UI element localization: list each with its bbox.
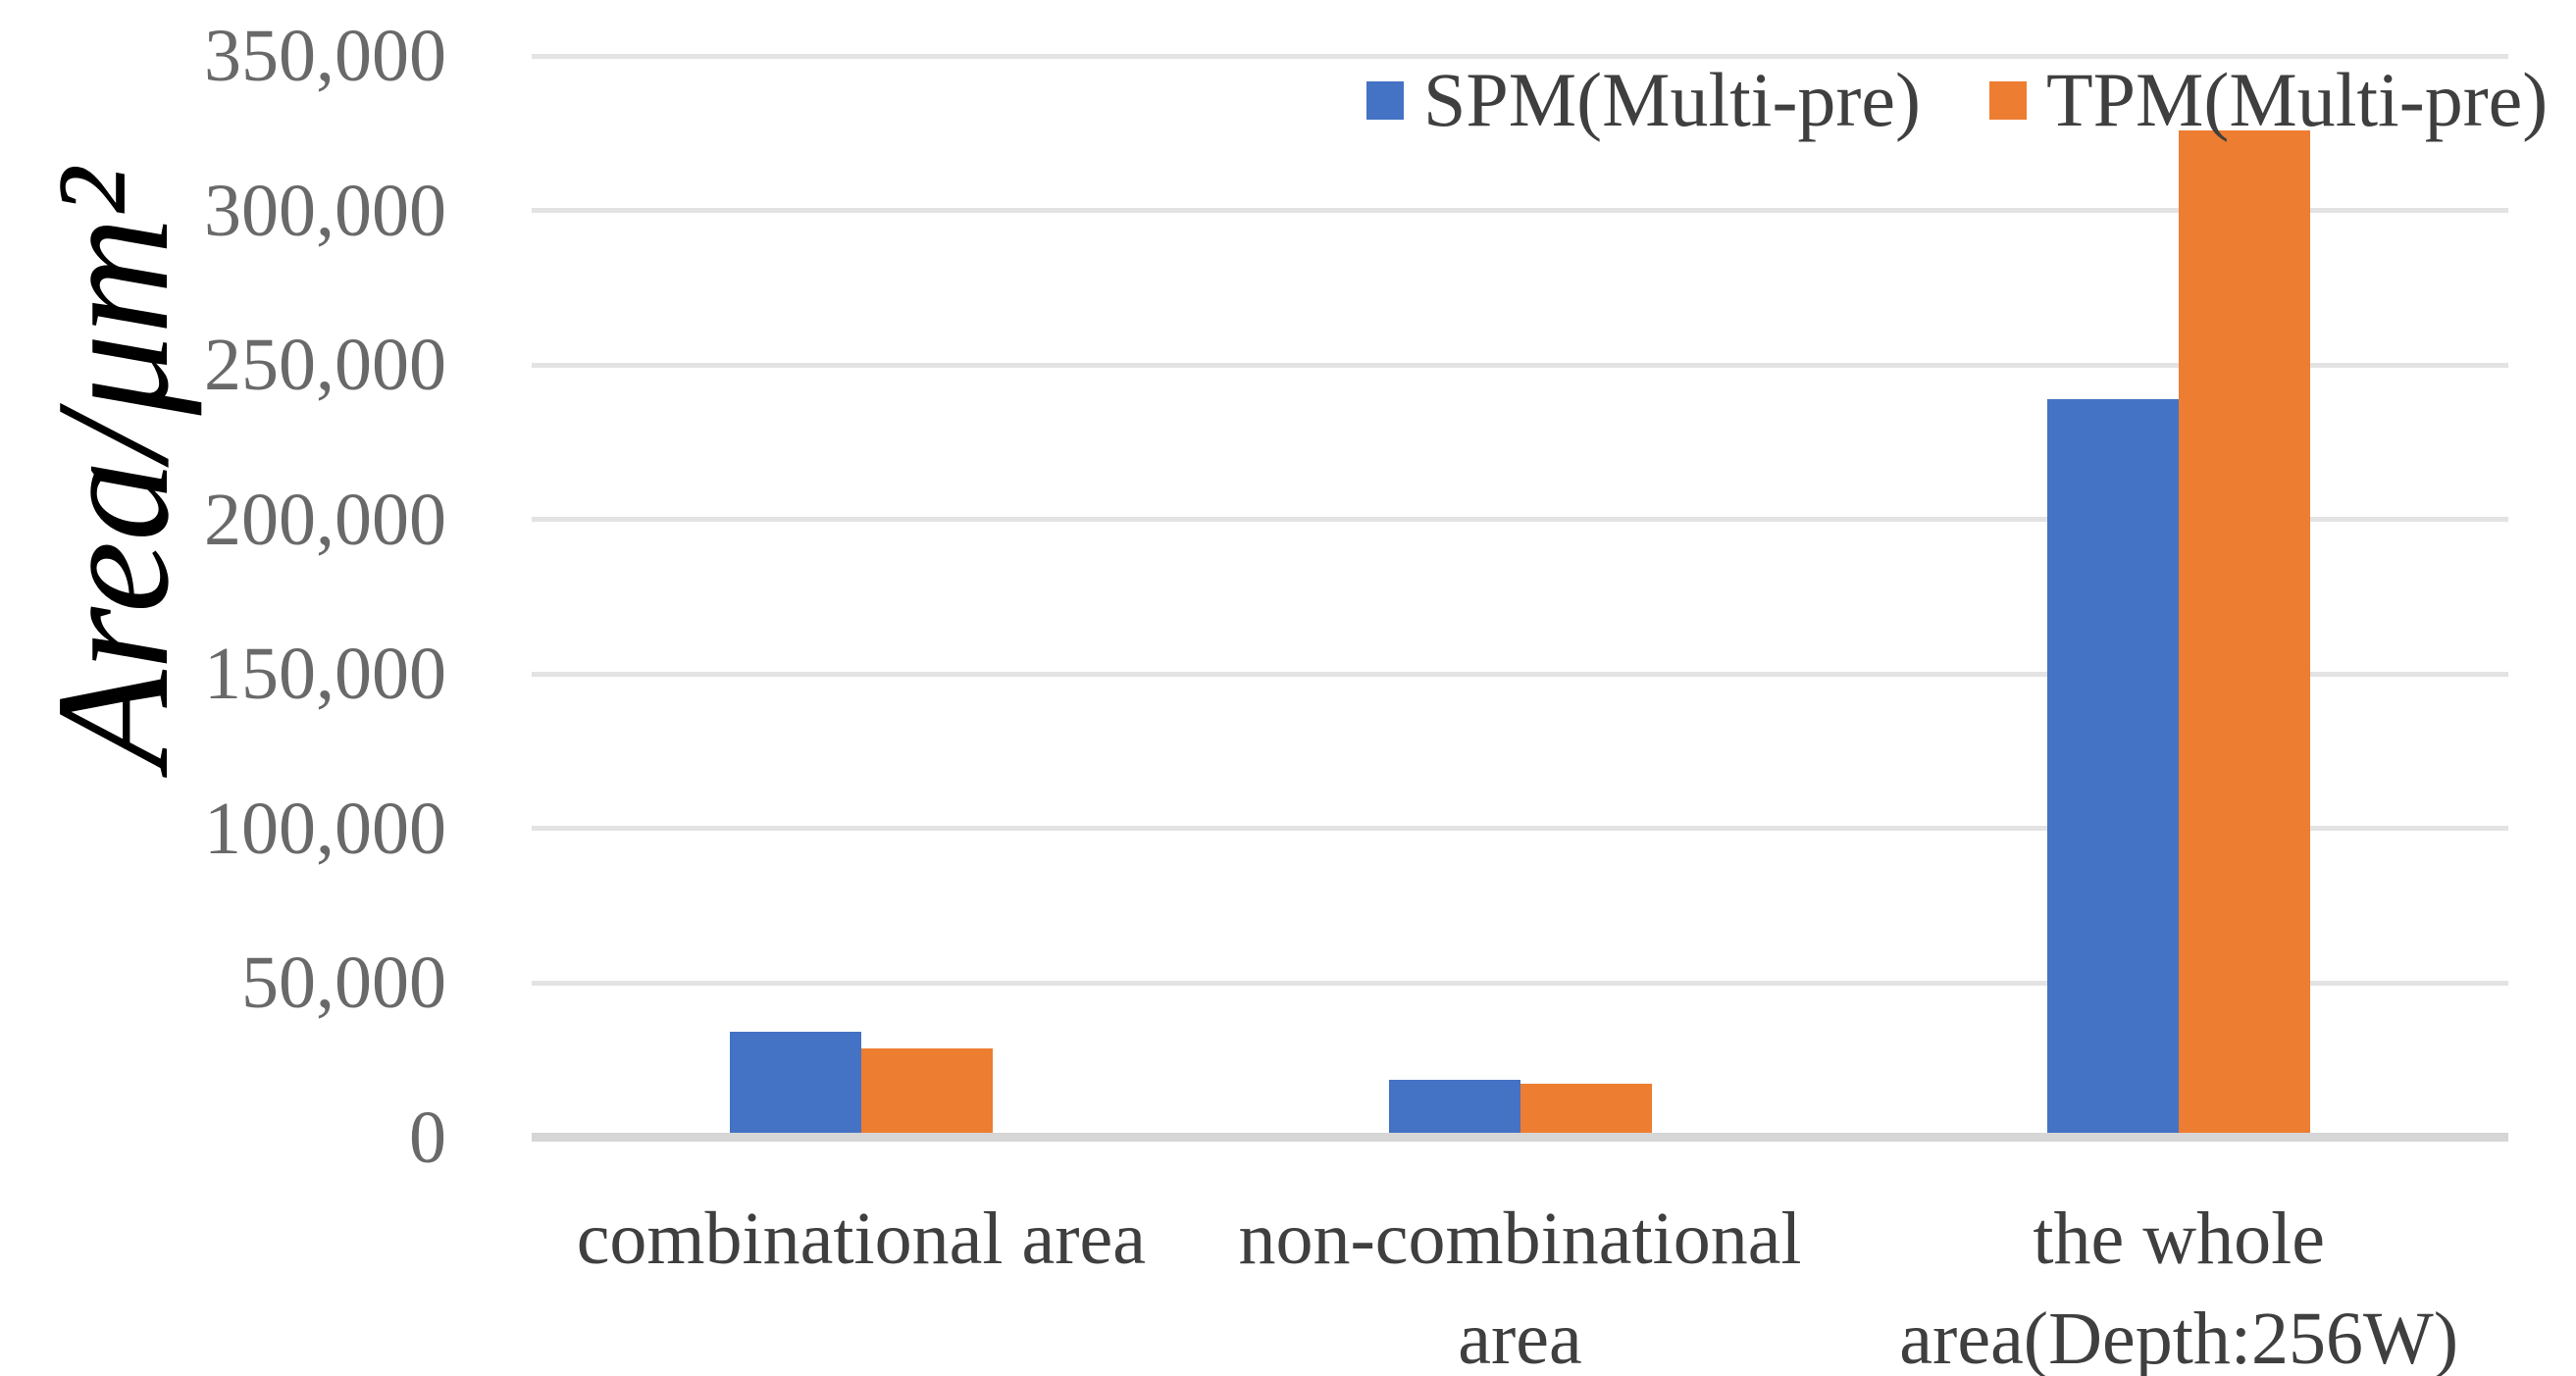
legend-swatch-tpm [1989,80,2027,120]
x-category-label: the whole area(Depth:256W) [1899,1198,2458,1376]
x-category-label: non-combinational area [1238,1198,1802,1376]
bar-spm-cat0 [729,1032,861,1140]
y-tick-label: 200,000 [204,478,446,561]
legend-item-spm: SPM(Multi-pre) [1366,56,1921,144]
y-gridline [532,362,2508,368]
legend: SPM(Multi-pre) TPM(Multi-pre) [1366,56,2548,144]
y-tick-label: 150,000 [204,633,446,715]
bar-tpm-cat2 [2179,129,2311,1140]
y-tick-label: 0 [409,1096,446,1179]
y-gridline [532,517,2508,522]
y-gridline [532,53,2508,59]
y-gridline [532,826,2508,831]
legend-label-spm: SPM(Multi-pre) [1423,57,1921,142]
y-tick-label: 350,000 [204,15,446,97]
x-category-label: combinational area [576,1198,1146,1280]
bar-spm-cat1 [1388,1079,1520,1140]
legend-label-tpm: TPM(Multi-pre) [2046,57,2549,142]
y-gridline [532,208,2508,213]
bar-tpm-cat1 [1520,1084,1652,1140]
y-axis-title: Area/μm² [23,169,202,769]
y-gridline [532,671,2508,677]
y-gridline [532,980,2508,986]
bar-tpm-cat0 [860,1048,993,1140]
y-tick-label: 300,000 [204,169,446,252]
legend-swatch-spm [1366,80,1404,120]
y-tick-label: 100,000 [204,787,446,870]
bar-spm-cat2 [2047,398,2180,1140]
legend-item-tpm: TPM(Multi-pre) [1989,56,2548,144]
y-tick-label: 50,000 [241,942,446,1024]
x-axis-line [532,1133,2508,1142]
y-tick-label: 250,000 [204,324,446,406]
